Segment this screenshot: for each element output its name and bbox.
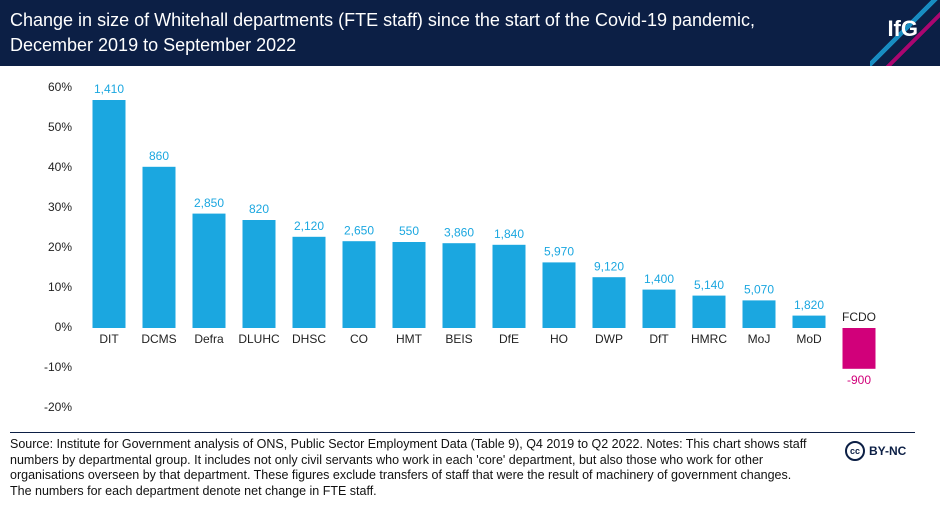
- bar: [642, 289, 676, 328]
- x-tick-label: DIT: [99, 332, 119, 346]
- bar: [692, 295, 726, 328]
- bar: [742, 300, 776, 328]
- x-tick-label: BEIS: [445, 332, 472, 346]
- data-label: 1,400: [644, 272, 674, 286]
- chart-title: Change in size of Whitehall departments …: [10, 10, 756, 55]
- x-tick-label: HMT: [396, 332, 423, 346]
- license: cc BY-NC: [845, 441, 906, 461]
- y-tick-label: 20%: [48, 240, 72, 254]
- bar: [792, 315, 826, 328]
- data-label: 820: [249, 202, 269, 216]
- license-text: BY-NC: [869, 444, 907, 458]
- x-tick-label: HMRC: [691, 332, 727, 346]
- data-label: 1,410: [94, 82, 124, 96]
- bar: [542, 262, 576, 328]
- chart: -20% -10% 0% 10% 20% 30% 40% 50% 60% 1,410 DIT 860 D…: [44, 80, 876, 414]
- y-tick-label: 60%: [48, 80, 72, 94]
- bar: [292, 236, 326, 328]
- data-label: 5,070: [744, 283, 774, 297]
- source-note: Source: Institute for Government analysi…: [10, 437, 807, 498]
- data-label: 2,650: [344, 223, 374, 237]
- data-label: 860: [149, 149, 169, 163]
- header: Change in size of Whitehall departments …: [0, 0, 940, 66]
- x-tick-label: DWP: [595, 332, 623, 346]
- bar: [592, 277, 626, 328]
- x-tick-label: DfT: [649, 332, 669, 346]
- x-tick-label: DfE: [499, 332, 519, 346]
- bar: [442, 243, 476, 328]
- y-tick-label: 0%: [55, 320, 73, 334]
- logo: IfG: [887, 16, 918, 41]
- x-tick-label: DCMS: [141, 332, 176, 346]
- data-label: 1,820: [794, 298, 824, 312]
- data-label: 5,140: [694, 278, 724, 292]
- data-label: 550: [399, 224, 419, 238]
- data-label: 2,120: [294, 219, 324, 233]
- bar: [342, 241, 376, 328]
- data-label: 3,860: [444, 225, 474, 239]
- data-label: -900: [847, 373, 871, 387]
- y-tick-label: 30%: [48, 200, 72, 214]
- data-label: 2,850: [194, 196, 224, 210]
- y-tick-label: 10%: [48, 280, 72, 294]
- logo-stripe: [870, 0, 940, 66]
- data-label: 1,840: [494, 227, 524, 241]
- divider: [10, 432, 915, 433]
- x-tick-label: CO: [350, 332, 368, 346]
- bar: [192, 213, 226, 328]
- bar: [842, 328, 876, 369]
- y-tick-label: -10%: [44, 360, 72, 374]
- x-tick-label: DHSC: [292, 332, 326, 346]
- x-tick-label: MoD: [796, 332, 822, 346]
- y-tick-label: 40%: [48, 160, 72, 174]
- bar: [392, 242, 426, 328]
- y-tick-label: -20%: [44, 400, 72, 414]
- x-tick-label: MoJ: [748, 332, 771, 346]
- x-tick-label: HO: [550, 332, 568, 346]
- bar: [142, 166, 176, 328]
- bar: [242, 220, 276, 328]
- x-tick-label: FCDO: [842, 310, 876, 324]
- x-tick-label: Defra: [194, 332, 224, 346]
- bar: [492, 244, 526, 328]
- y-tick-label: 50%: [48, 120, 72, 134]
- license-icon: cc: [845, 441, 865, 461]
- data-label: 5,970: [544, 245, 574, 259]
- bar: [92, 100, 126, 328]
- data-label: 9,120: [594, 259, 624, 273]
- x-tick-label: DLUHC: [238, 332, 280, 346]
